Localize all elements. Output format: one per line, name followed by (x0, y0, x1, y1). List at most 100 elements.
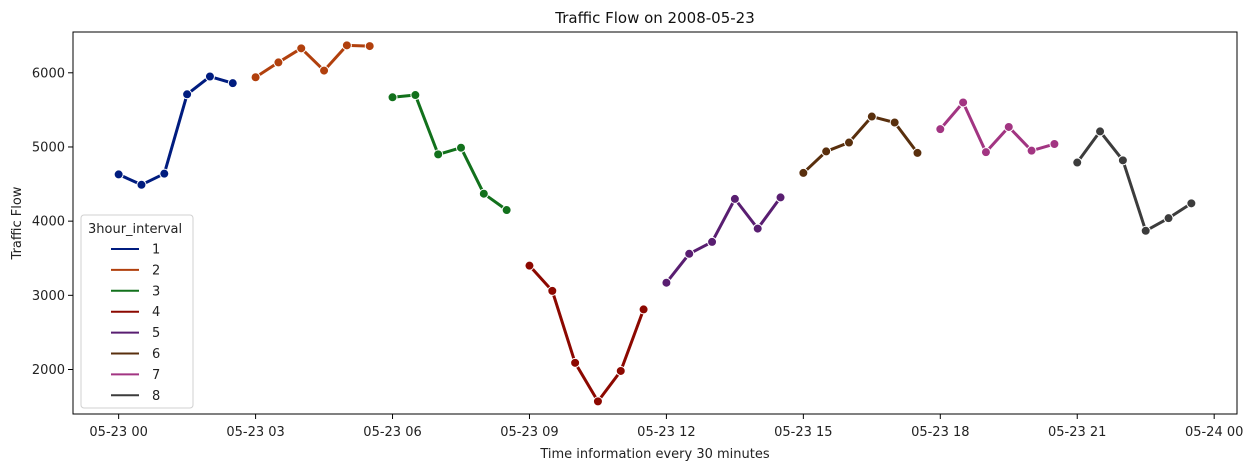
data-point (524, 260, 535, 271)
legend-label: 1 (152, 243, 160, 258)
data-point (684, 248, 695, 259)
series-line-5 (664, 195, 783, 285)
data-point (319, 65, 330, 76)
series-2 (250, 40, 375, 83)
x-tick-label: 05-23 15 (774, 425, 832, 440)
x-tick-label: 05-23 06 (363, 425, 421, 440)
legend-label: 3 (152, 284, 160, 299)
data-point (1186, 198, 1197, 209)
legend: 3hour_interval 1 2 3 4 5 6 7 8 (80, 214, 194, 409)
data-point (547, 285, 558, 296)
y-axis-title: Traffic Flow (10, 186, 25, 260)
data-point (204, 71, 215, 82)
legend-label: 8 (152, 389, 160, 404)
x-tick-label: 05-23 03 (226, 425, 284, 440)
x-tick-label: 05-23 00 (89, 425, 147, 440)
data-point (501, 205, 512, 216)
x-tick-label: 05-24 00 (1185, 425, 1243, 440)
data-point (775, 192, 786, 203)
series-line-4 (527, 264, 646, 403)
data-point (1026, 145, 1037, 156)
y-tick-label: 2000 (32, 363, 65, 378)
data-point (387, 92, 398, 103)
legend-item: 7 (111, 368, 160, 383)
data-point (136, 179, 147, 190)
legend-label: 5 (152, 326, 160, 341)
series-7 (935, 97, 1060, 158)
y-tick-label: 4000 (32, 215, 65, 230)
data-point (341, 40, 352, 51)
data-point (958, 97, 969, 108)
data-point (273, 57, 284, 68)
data-point (182, 89, 193, 100)
legend-label: 7 (152, 368, 160, 383)
series-4 (524, 260, 649, 407)
data-point (729, 193, 740, 204)
data-point (889, 117, 900, 128)
legend-item: 4 (111, 305, 160, 320)
series-line-7 (938, 100, 1056, 154)
series-line-8 (1075, 129, 1193, 233)
data-point (615, 365, 626, 376)
series-line-6 (801, 115, 919, 175)
legend-title: 3hour_interval (88, 222, 182, 237)
data-point (661, 277, 672, 288)
data-point (456, 142, 466, 153)
data-point (113, 169, 124, 180)
data-point (912, 147, 923, 158)
legend-item: 2 (111, 263, 160, 278)
data-point (638, 304, 649, 315)
data-point (707, 236, 718, 247)
data-point (1095, 126, 1106, 137)
data-point (752, 223, 763, 234)
data-point (1003, 121, 1014, 132)
axis-ticks: 05-23 00 05-23 03 05-23 06 05-23 09 05-23 12… (32, 66, 1243, 440)
series-8 (1072, 126, 1197, 236)
x-axis-title: Time information every 30 minutes (539, 447, 769, 462)
data-point (980, 147, 991, 158)
data-point (844, 137, 854, 148)
series-line-3 (391, 93, 509, 212)
data-point (592, 396, 603, 407)
legend-item: 3 (111, 284, 160, 299)
legend-item: 5 (111, 326, 160, 341)
legend-item: 6 (111, 347, 160, 362)
x-tick-label: 05-23 09 (500, 425, 558, 440)
series-6 (798, 111, 923, 178)
data-point (570, 357, 581, 368)
legend-label: 6 (152, 347, 160, 362)
data-point (250, 72, 261, 83)
y-tick-label: 5000 (32, 140, 65, 155)
data-point (364, 41, 375, 52)
data-point (227, 78, 238, 89)
y-tick-label: 3000 (32, 289, 65, 304)
series-line-2 (254, 43, 372, 79)
legend-item: 8 (111, 389, 160, 404)
data-point (798, 167, 809, 178)
data-point (1117, 155, 1128, 166)
plot-frame (72, 31, 1238, 415)
series-1 (113, 71, 238, 190)
x-tick-label: 05-23 12 (637, 425, 695, 440)
series-layer (113, 40, 1197, 407)
series-3 (387, 90, 512, 216)
data-point (1072, 157, 1083, 168)
x-tick-label: 05-23 18 (911, 425, 969, 440)
data-point (935, 124, 946, 135)
data-point (1163, 213, 1174, 224)
data-point (1049, 139, 1060, 150)
legend-items: 1 2 3 4 5 6 7 8 (111, 243, 160, 404)
legend-label: 4 (152, 305, 160, 320)
series-5 (661, 192, 786, 288)
chart-title: Traffic Flow on 2008-05-23 (554, 9, 754, 27)
data-point (821, 146, 832, 157)
data-point (478, 188, 489, 199)
series-line-1 (117, 75, 235, 187)
data-point (1140, 225, 1151, 236)
legend-item: 1 (111, 243, 160, 258)
data-point (433, 149, 444, 160)
data-point (159, 168, 170, 179)
y-tick-label: 6000 (32, 66, 65, 81)
